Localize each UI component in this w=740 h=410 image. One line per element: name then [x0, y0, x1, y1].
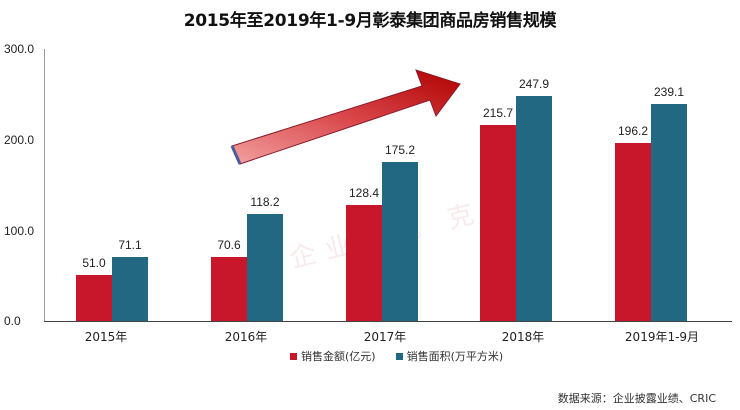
y-tick-0: 0.0 — [4, 314, 21, 328]
bar-amount-0[interactable] — [76, 274, 112, 321]
bar-amount-3[interactable] — [480, 125, 516, 321]
value-label: 71.1 — [118, 237, 142, 252]
value-label: 247.9 — [518, 77, 550, 92]
y-axis — [44, 49, 45, 321]
legend: 销售金额(亿元) 销售面积(万平方米) — [290, 348, 503, 364]
chart-title: 2015年至2019年1-9月彰泰集团商品房销售规模 — [183, 11, 557, 31]
legend-swatch-red — [290, 352, 297, 360]
legend-label-area: 销售面积(万平方米) — [406, 350, 504, 363]
value-label: 175.2 — [384, 143, 416, 158]
bar-area-1[interactable] — [247, 213, 283, 321]
x-label-2015: 2015年 — [84, 330, 128, 344]
legend-swatch-blue — [395, 352, 403, 360]
x-label-2019: 2019年1-9月 — [624, 330, 700, 344]
bar-amount-1[interactable] — [211, 256, 247, 321]
value-label: 215.7 — [482, 106, 514, 121]
legend-item-area[interactable]: 销售面积(万平方米) — [395, 348, 504, 364]
bar-amount-4[interactable] — [615, 143, 651, 321]
legend-label-amount: 销售金额(亿元) — [301, 350, 376, 363]
legend-item-amount[interactable]: 销售金额(亿元) — [290, 348, 376, 364]
value-label: 196.2 — [617, 124, 649, 139]
value-label: 128.4 — [348, 185, 380, 200]
value-label: 239.1 — [653, 85, 685, 100]
bar-area-3[interactable] — [516, 96, 552, 321]
value-label: 70.6 — [217, 237, 241, 252]
bar-amount-2[interactable] — [346, 204, 382, 321]
y-tick-100: 100.0 — [4, 224, 35, 238]
x-axis — [44, 321, 732, 322]
x-label-2017: 2017年 — [363, 330, 407, 344]
x-label-2016: 2016年 — [224, 330, 268, 344]
value-label: 118.2 — [250, 194, 280, 209]
y-tick-200: 200.0 — [4, 133, 35, 147]
trend-arrow-icon — [230, 69, 461, 165]
value-label: 51.0 — [82, 255, 106, 270]
x-label-2018: 2018年 — [501, 330, 545, 344]
bar-area-2[interactable] — [382, 162, 418, 321]
bar-area-4[interactable] — [651, 104, 687, 321]
data-source: 数据来源：企业披露业绩、CRIC — [557, 392, 716, 405]
bar-area-0[interactable] — [112, 256, 148, 321]
y-tick-300: 300.0 — [4, 42, 35, 56]
